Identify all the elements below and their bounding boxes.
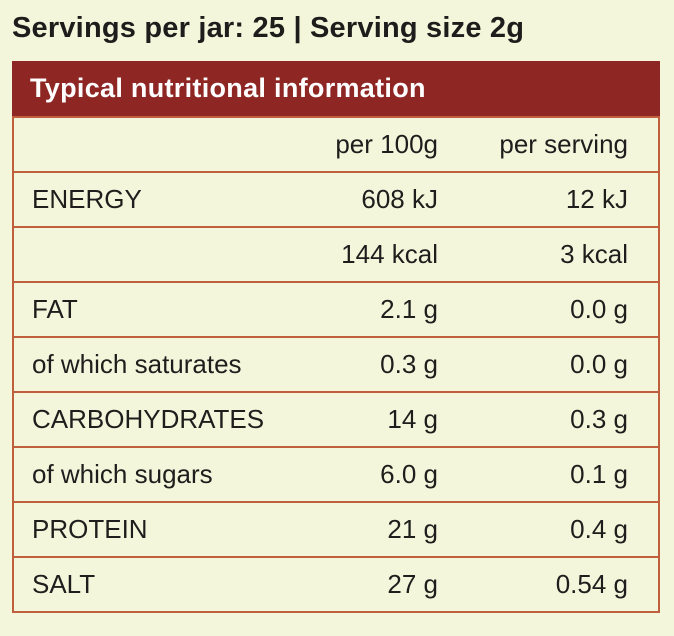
row-per100g-value: 608 kJ xyxy=(361,184,438,214)
nutrition-table: Typical nutritional information per 100g… xyxy=(12,61,660,613)
column-header-per-serving: per serving xyxy=(499,129,628,159)
column-header-row: per 100g per serving xyxy=(14,116,658,171)
row-per100g-value: 0.3 g xyxy=(380,349,438,379)
row-per100g-value: 21 g xyxy=(387,514,438,544)
row-label: of which saturates xyxy=(32,349,242,379)
table-row-salt: SALT 27 g 0.54 g xyxy=(14,556,658,611)
table-row-fat: FAT 2.1 g 0.0 g xyxy=(14,281,658,336)
row-label: ENERGY xyxy=(32,184,142,214)
row-label: CARBOHYDRATES xyxy=(32,404,265,434)
row-serving-value: 0.0 g xyxy=(570,349,628,379)
table-row-energy-kj: ENERGY 608 kJ 12 kJ xyxy=(14,171,658,226)
row-per100g-value: 27 g xyxy=(387,569,438,599)
row-label: SALT xyxy=(32,569,96,599)
row-label: of which sugars xyxy=(32,459,213,489)
column-header-per100g: per 100g xyxy=(335,129,438,159)
table-row-energy-kcal: 144 kcal 3 kcal xyxy=(14,226,658,281)
nutrition-table-body: per 100g per serving ENERGY 608 kJ 12 kJ… xyxy=(12,116,660,613)
page-title: Servings per jar: 25 | Serving size 2g xyxy=(12,12,525,44)
row-serving-value: 0.1 g xyxy=(570,459,628,489)
row-serving-value: 0.0 g xyxy=(570,294,628,324)
row-serving-value: 3 kcal xyxy=(560,239,628,269)
row-serving-value: 0.4 g xyxy=(570,514,628,544)
table-row-protein: PROTEIN 21 g 0.4 g xyxy=(14,501,658,556)
table-row-carbohydrates: CARBOHYDRATES 14 g 0.3 g xyxy=(14,391,658,446)
row-per100g-value: 14 g xyxy=(387,404,438,434)
row-per100g-value: 144 kcal xyxy=(341,239,438,269)
row-per100g-value: 6.0 g xyxy=(380,459,438,489)
row-serving-value: 12 kJ xyxy=(565,184,628,214)
nutrition-table-header: Typical nutritional information xyxy=(12,61,660,116)
row-serving-value: 0.3 g xyxy=(570,404,628,434)
row-per100g-value: 2.1 g xyxy=(380,294,438,324)
row-label: PROTEIN xyxy=(32,514,148,544)
row-label: FAT xyxy=(32,294,78,324)
row-serving-value: 0.54 g xyxy=(555,569,628,599)
table-row-sugars: of which sugars 6.0 g 0.1 g xyxy=(14,446,658,501)
table-row-saturates: of which saturates 0.3 g 0.0 g xyxy=(14,336,658,391)
